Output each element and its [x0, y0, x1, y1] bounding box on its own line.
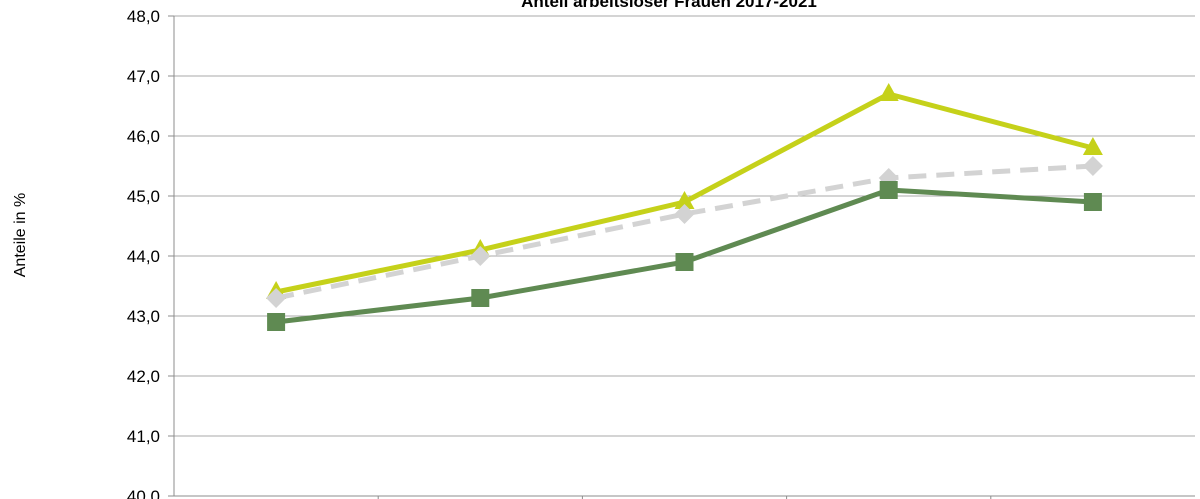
series-1-point-5 [1082, 137, 1103, 155]
series-3-point-3 [675, 253, 694, 271]
series-3-point-2 [471, 289, 490, 307]
y-tick-label: 46,0 [127, 127, 160, 146]
y-tick-label: 45,0 [127, 187, 160, 206]
y-tick-label: 41,0 [127, 427, 160, 446]
gridlines [174, 15, 1195, 437]
series-1-point-4 [878, 83, 899, 101]
y-tick-label: 42,0 [127, 367, 160, 386]
series-2-point-5 [1082, 156, 1103, 176]
axes [168, 15, 1195, 499]
series-2-line [275, 163, 1094, 301]
y-tick-labels: 48,0 47,0 46,0 45,0 44,0 43,0 42,0 41,0 40,0 [127, 7, 160, 499]
series-2-point-3 [674, 204, 695, 224]
series-1-point-3 [674, 191, 695, 209]
chart-title: Anteil arbeitsloser Frauen 2017-2021 [521, 0, 817, 11]
series-2-point-2 [470, 246, 491, 266]
series-3 [267, 181, 1102, 331]
y-tick-label: 44,0 [127, 247, 160, 266]
y-tick-label: 43,0 [127, 307, 160, 326]
series-2-point-1 [266, 288, 287, 308]
y-tick-label: 40,0 [127, 487, 160, 499]
y-axis-label: Anteile in % [12, 193, 29, 278]
y-tick-label: 48,0 [127, 7, 160, 26]
series-3-point-4 [879, 181, 898, 199]
y-tick-label: 47,0 [127, 67, 160, 86]
series-3-point-5 [1083, 193, 1102, 211]
series-group [266, 83, 1103, 331]
series-2 [266, 156, 1103, 308]
series-3-point-1 [267, 313, 286, 331]
